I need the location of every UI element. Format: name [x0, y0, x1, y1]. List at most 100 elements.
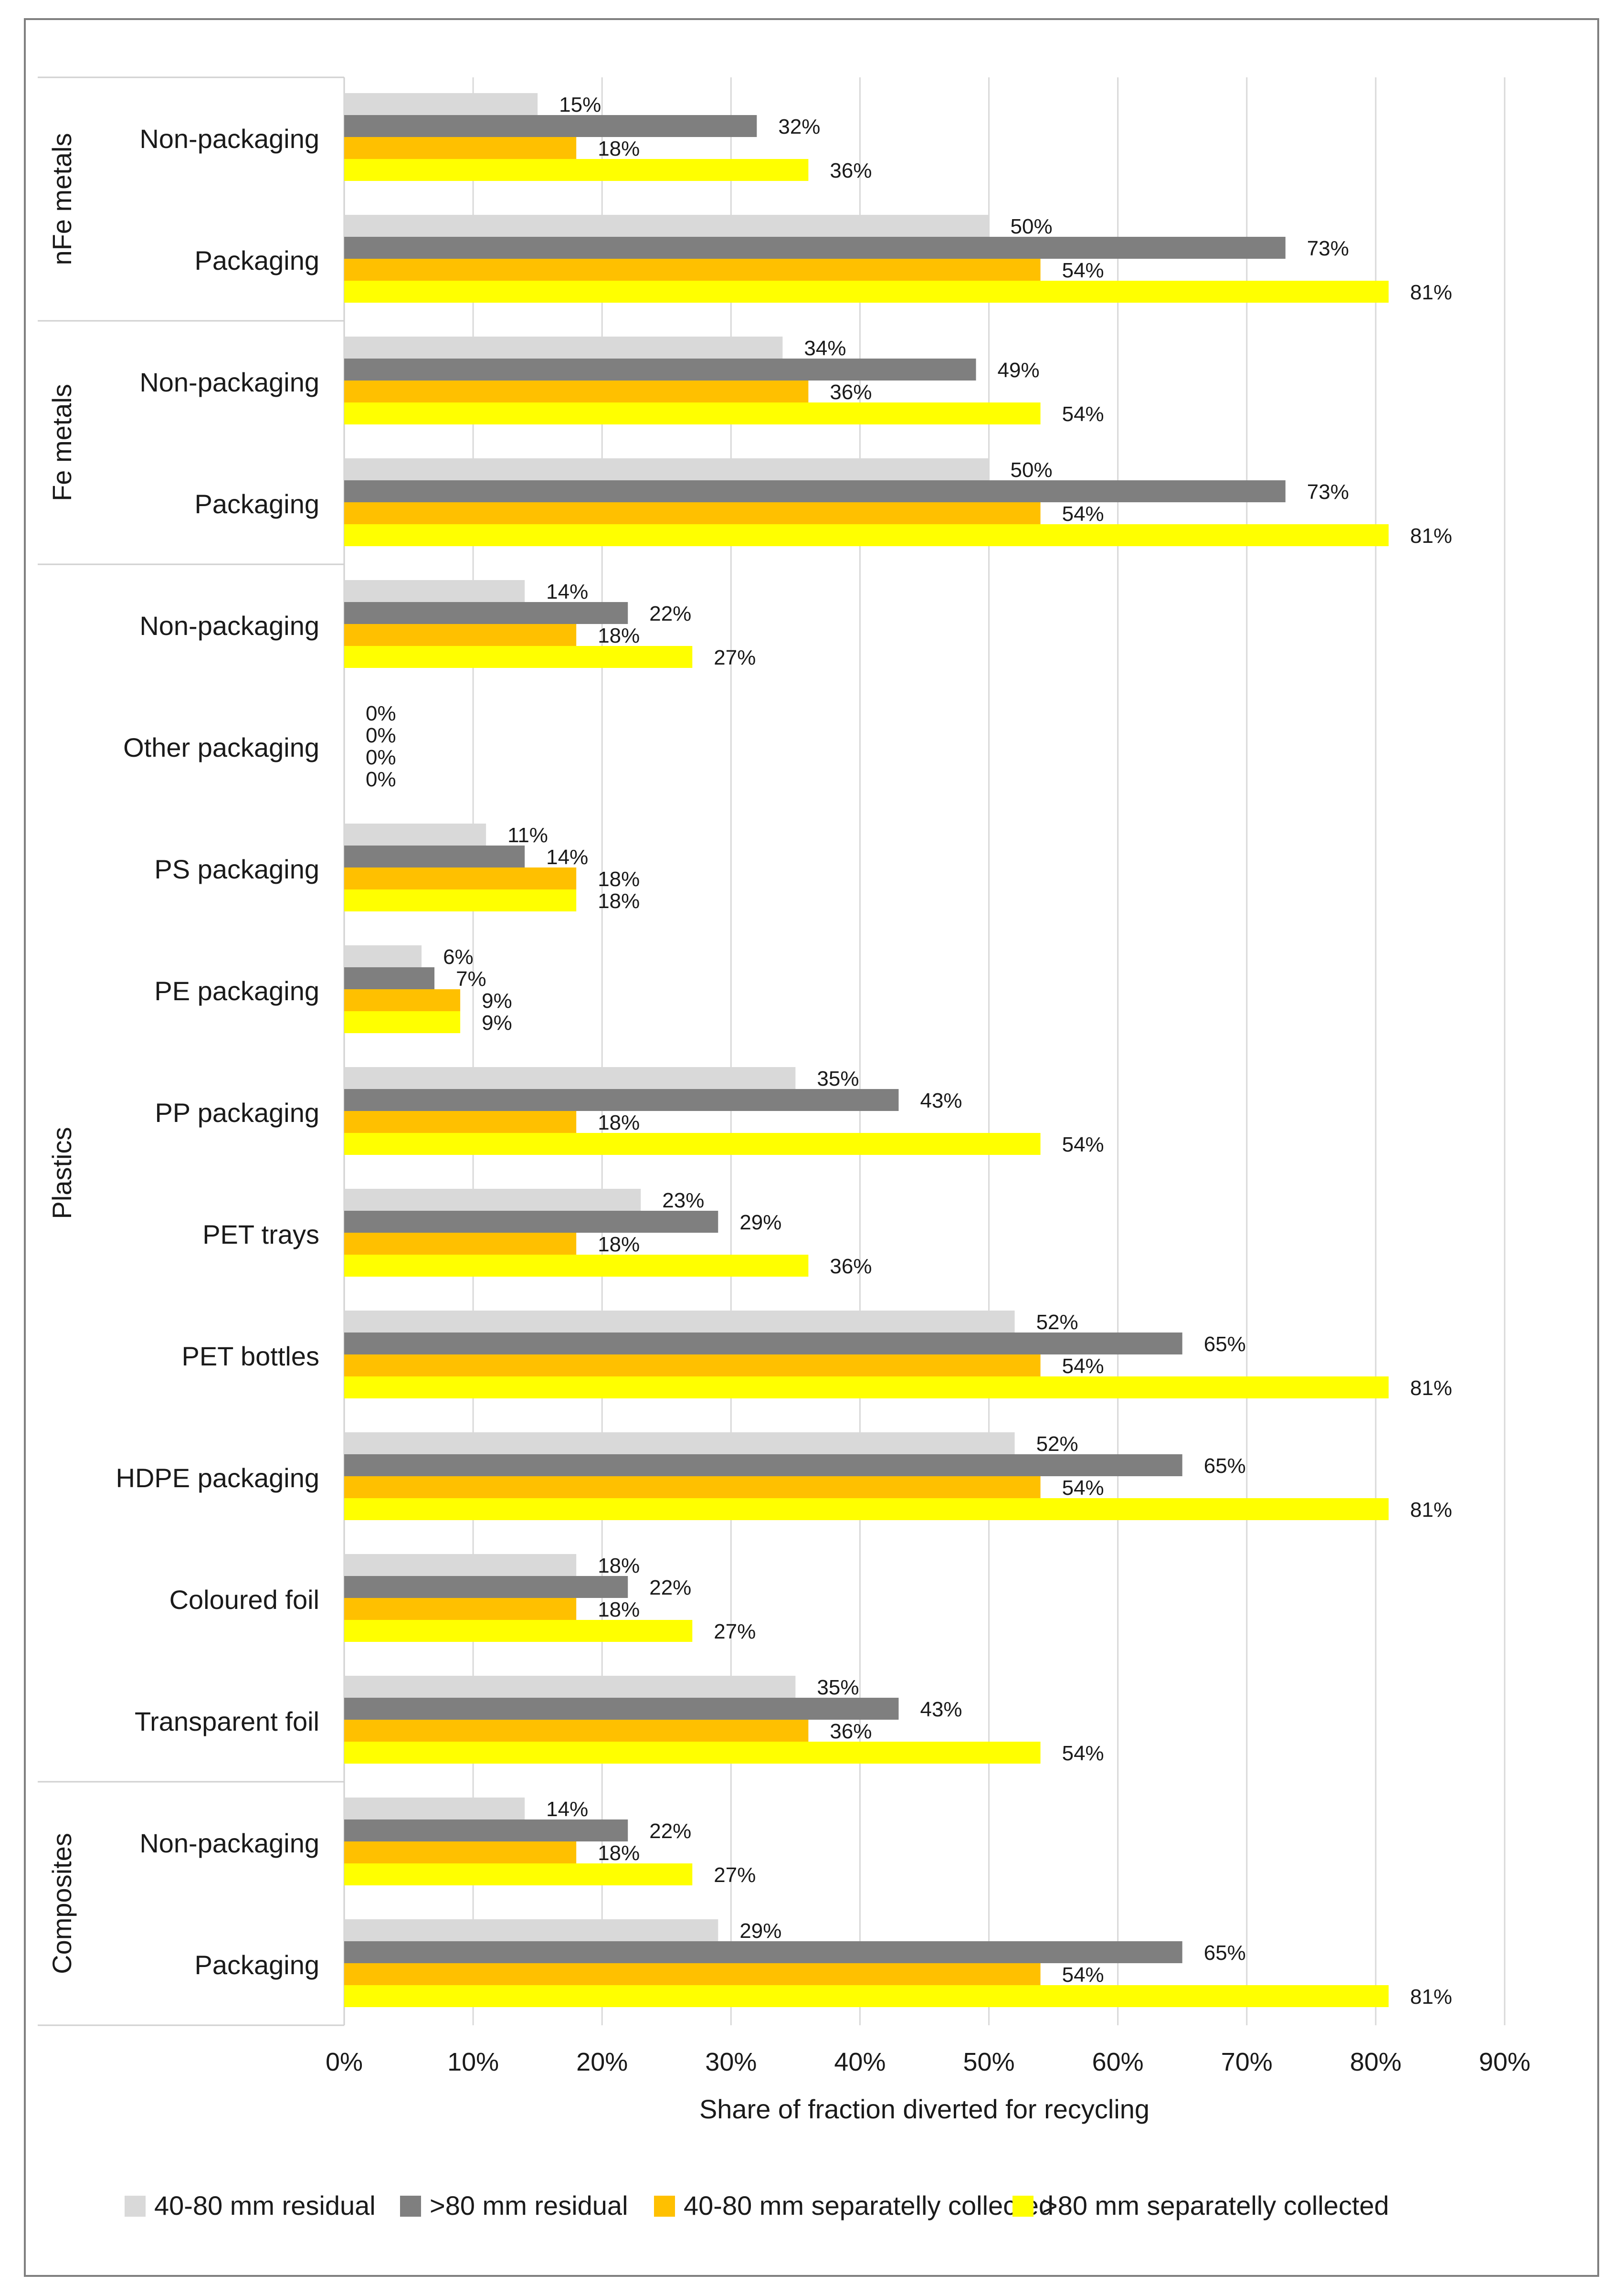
bar	[344, 458, 989, 480]
data-label: 35%	[817, 1067, 859, 1090]
data-label: 18%	[598, 1233, 640, 1256]
category-label: Non-packaging	[139, 367, 319, 397]
legend-label: >80 mm residual	[430, 2190, 628, 2221]
data-label: 54%	[1062, 259, 1104, 282]
bar	[344, 480, 1286, 502]
x-tick-label: 0%	[326, 2048, 363, 2076]
data-label: 0%	[366, 746, 396, 769]
bar	[344, 1863, 693, 1885]
x-axis-title: Share of fraction diverted for recycling	[699, 2094, 1149, 2124]
data-label: 14%	[546, 846, 588, 869]
bar	[344, 1576, 628, 1598]
data-label: 0%	[366, 702, 396, 725]
bar	[344, 1432, 1015, 1454]
bar	[344, 1676, 796, 1698]
data-label: 54%	[1062, 1742, 1104, 1765]
x-tick-label: 90%	[1479, 2048, 1530, 2076]
data-label: 52%	[1036, 1311, 1078, 1334]
data-label: 65%	[1204, 1454, 1246, 1478]
bar	[344, 1720, 809, 1742]
category-label: Non-packaging	[139, 124, 319, 154]
legend-swatch	[125, 2196, 146, 2217]
bar	[344, 337, 783, 359]
bar	[344, 215, 989, 237]
data-label: 50%	[1011, 215, 1053, 238]
data-label: 22%	[649, 1576, 691, 1599]
data-label: 81%	[1410, 524, 1452, 548]
data-label: 49%	[998, 359, 1040, 382]
bar	[344, 281, 1389, 303]
bar	[344, 359, 976, 381]
bar	[344, 989, 461, 1011]
bar	[344, 1620, 693, 1642]
category-label: PET bottles	[182, 1341, 319, 1371]
data-label: 18%	[598, 889, 640, 913]
bar	[344, 1476, 1041, 1498]
data-label: 27%	[714, 1620, 756, 1643]
bar	[344, 1133, 1041, 1155]
x-tick-label: 70%	[1221, 2048, 1273, 2076]
data-label: 6%	[443, 945, 474, 969]
x-tick-label: 50%	[963, 2048, 1015, 2076]
category-label: Packaging	[194, 1950, 319, 1980]
bar	[344, 967, 435, 989]
data-label: 36%	[830, 381, 872, 404]
bar	[344, 1598, 577, 1620]
data-label: 32%	[778, 115, 820, 138]
data-label: 7%	[456, 967, 486, 991]
bar	[344, 1742, 1041, 1764]
bar	[344, 1089, 899, 1111]
data-label: 0%	[366, 724, 396, 747]
x-tick-label: 60%	[1092, 2048, 1144, 2076]
data-label: 9%	[482, 989, 512, 1013]
bar	[344, 1354, 1041, 1376]
legend-label: >80 mm separatelly collected	[1042, 2190, 1389, 2221]
bar	[344, 889, 577, 911]
data-label: 15%	[559, 93, 601, 116]
bar	[344, 1333, 1182, 1354]
data-label: 27%	[714, 1863, 756, 1887]
bar	[344, 602, 628, 624]
legend-swatch	[1012, 2196, 1033, 2217]
x-tick-label: 10%	[447, 2048, 499, 2076]
group-label: Composites	[47, 1833, 77, 1974]
data-label: 54%	[1062, 1354, 1104, 1378]
category-label: PE packaging	[154, 976, 319, 1006]
data-label: 0%	[366, 768, 396, 791]
bar	[344, 1919, 718, 1941]
data-label: 36%	[830, 1720, 872, 1743]
bar	[344, 1819, 628, 1841]
data-label: 81%	[1410, 1985, 1452, 2009]
data-label: 73%	[1307, 237, 1349, 260]
bar	[344, 824, 486, 846]
data-label: 54%	[1062, 1963, 1104, 1987]
data-label: 11%	[507, 824, 548, 847]
group-label: nFe metals	[47, 133, 77, 265]
data-label: 36%	[830, 159, 872, 182]
data-label: 23%	[662, 1189, 704, 1212]
bar	[344, 93, 538, 115]
bar	[344, 1798, 525, 1819]
x-tick-label: 30%	[705, 2048, 757, 2076]
data-label: 65%	[1204, 1941, 1246, 1965]
bar	[344, 945, 422, 967]
bar	[344, 1454, 1182, 1476]
bar	[344, 580, 525, 602]
x-tick-label: 40%	[834, 2048, 886, 2076]
data-label: 43%	[920, 1089, 962, 1112]
data-label: 34%	[804, 337, 846, 360]
data-label: 18%	[598, 867, 640, 891]
data-label: 18%	[598, 1111, 640, 1134]
category-label: Packaging	[194, 489, 319, 519]
bar	[344, 1376, 1389, 1398]
data-label: 50%	[1011, 458, 1053, 482]
category-label: Non-packaging	[139, 1828, 319, 1858]
category-label: HDPE packaging	[116, 1463, 319, 1493]
data-label: 54%	[1062, 1133, 1104, 1156]
bar	[344, 1011, 461, 1033]
bar	[344, 115, 757, 137]
bar	[344, 502, 1041, 524]
category-label: Packaging	[194, 245, 319, 275]
data-label: 27%	[714, 646, 756, 669]
data-label: 14%	[546, 1798, 588, 1821]
